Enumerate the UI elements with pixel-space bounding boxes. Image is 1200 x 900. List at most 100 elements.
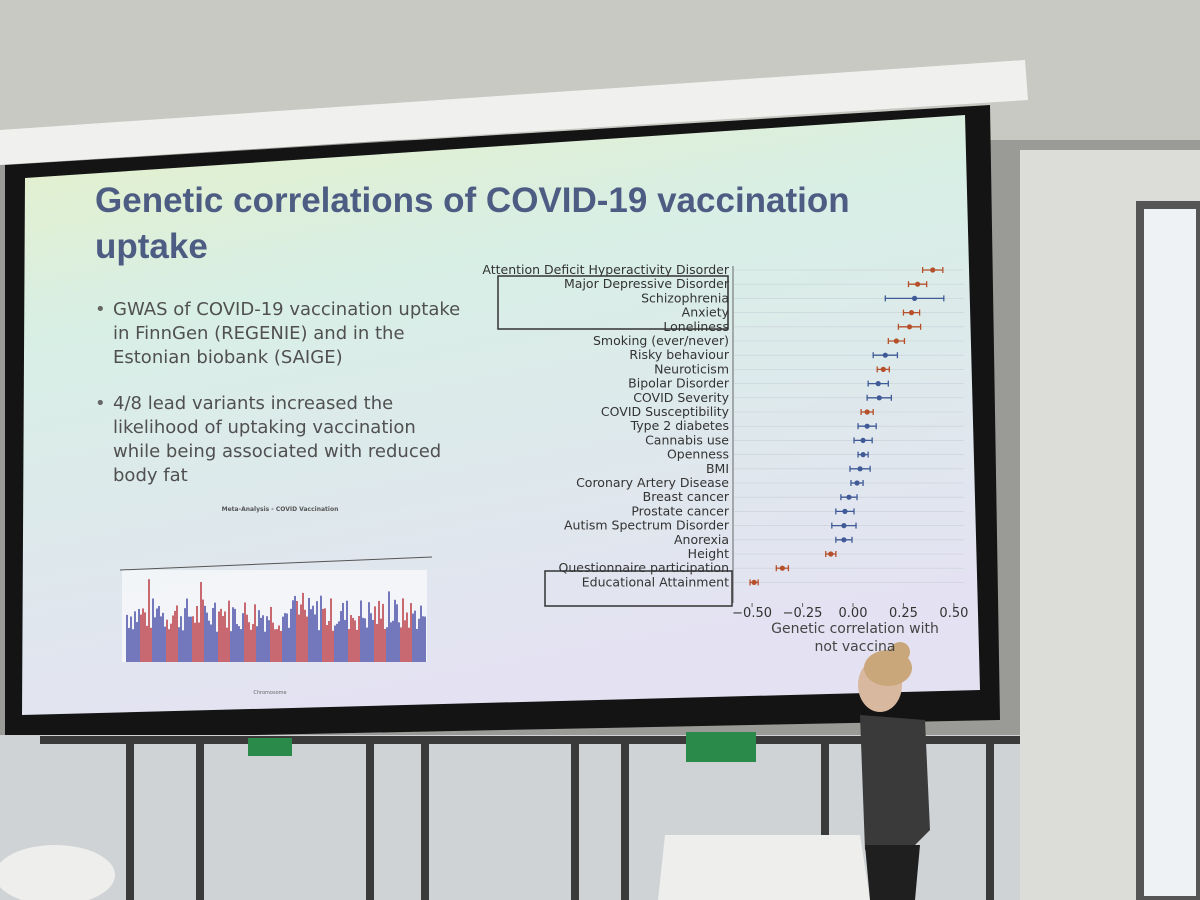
manhattan-column: [386, 627, 388, 662]
category-label: Anxiety: [682, 305, 730, 320]
manhattan-column: [262, 615, 264, 662]
manhattan-column: [312, 605, 314, 662]
window-frames: [40, 736, 1020, 900]
category-label: Neuroticism: [654, 361, 729, 376]
manhattan-column: [362, 617, 364, 662]
category-label: Height: [688, 546, 729, 561]
manhattan-column: [208, 620, 210, 662]
manhattan-column: [182, 630, 184, 662]
manhattan-column: [304, 609, 306, 662]
x-tick-label: −0.25: [783, 606, 823, 621]
manhattan-column: [284, 613, 286, 662]
manhattan-column: [360, 600, 362, 662]
manhattan-column: [406, 612, 408, 662]
manhattan-column: [176, 605, 178, 662]
category-label: Smoking (ever/never): [593, 333, 729, 348]
manhattan-column: [140, 614, 142, 662]
point: [846, 494, 852, 500]
x-tick-label: 0.00: [839, 606, 868, 621]
manhattan-column: [250, 629, 252, 662]
point: [842, 508, 848, 514]
screen-housing: [0, 60, 1028, 165]
manhattan-column: [156, 608, 158, 662]
manhattan-column: [376, 623, 378, 662]
manhattan-column: [214, 602, 216, 662]
highlight-box: [497, 275, 729, 330]
manhattan-column: [290, 608, 292, 662]
exit-sign: [248, 738, 292, 756]
manhattan-column: [380, 618, 382, 662]
point: [911, 295, 918, 301]
manhattan-column: [180, 616, 182, 662]
category-label: Coronary Artery Disease: [576, 475, 729, 490]
manhattan-column: [184, 608, 186, 662]
forest-plot: −0.50 −0.25 0.00 0.25 0.50 Attention Deficit …: [482, 262, 968, 621]
manhattan-column: [256, 626, 258, 662]
manhattan-column: [174, 610, 176, 662]
manhattan-column: [348, 629, 350, 662]
manhattan-column: [258, 610, 260, 662]
manhattan-column: [254, 604, 256, 662]
manhattan-column: [338, 621, 340, 662]
manhattan-column: [366, 627, 368, 662]
table: [0, 845, 115, 900]
manhattan-title: Meta-Analysis - COVID Vaccination: [221, 506, 339, 513]
manhattan-column: [154, 617, 156, 662]
manhattan-column: [400, 627, 402, 662]
category-label: Prostate cancer: [631, 503, 729, 518]
manhattan-column: [150, 627, 152, 662]
manhattan-column: [320, 595, 322, 662]
manhattan-column: [248, 622, 250, 662]
manhattan-column: [292, 600, 294, 662]
point: [779, 565, 785, 571]
category-label: Type 2 diabetes: [630, 418, 729, 433]
manhattan-column: [170, 623, 172, 662]
point: [857, 466, 863, 472]
category-label: Loneliness: [663, 319, 729, 334]
category-label: Breast cancer: [643, 489, 730, 504]
manhattan-column: [382, 603, 384, 662]
manhattan-column: [354, 620, 356, 662]
manhattan-column: [272, 622, 274, 662]
manhattan-column: [276, 629, 278, 662]
manhattan-column: [368, 602, 370, 662]
manhattan-column: [246, 614, 248, 662]
manhattan-column: [158, 606, 160, 662]
manhattan-column: [128, 627, 130, 662]
point: [893, 338, 899, 344]
manhattan-column: [402, 598, 404, 662]
manhattan-column: [152, 598, 154, 662]
manhattan-column: [252, 623, 254, 662]
manhattan-column: [332, 630, 334, 662]
manhattan-column: [336, 623, 338, 662]
manhattan-column: [372, 619, 374, 662]
point: [860, 452, 866, 458]
manhattan-column: [224, 611, 226, 662]
category-label: Schizophrenia: [641, 290, 729, 305]
manhattan-column: [374, 606, 376, 662]
manhattan-column: [160, 616, 162, 662]
manhattan-column: [296, 600, 298, 662]
manhattan-column: [364, 618, 366, 662]
manhattan-column: [240, 629, 242, 662]
manhattan-column: [324, 608, 326, 662]
manhattan-x-label: Chromosome: [253, 690, 287, 696]
manhattan-column: [278, 625, 280, 662]
manhattan-column: [288, 627, 290, 662]
manhattan-column: [168, 629, 170, 662]
manhattan-column: [282, 616, 284, 662]
slide-title: Genetic correlations of COVID-19 vaccina…: [95, 181, 850, 266]
manhattan-column: [408, 627, 410, 662]
table: [658, 835, 870, 900]
point: [751, 579, 757, 586]
manhattan-column: [210, 624, 212, 662]
manhattan-column: [148, 579, 150, 662]
manhattan-column: [202, 599, 204, 662]
category-label: COVID Susceptibility: [601, 404, 730, 419]
manhattan-column: [398, 622, 400, 662]
bullet: 4/8 lead variants increased the likeliho…: [95, 392, 465, 488]
manhattan-column: [192, 616, 194, 662]
category-label: BMI: [706, 461, 729, 476]
manhattan-column: [412, 613, 414, 662]
